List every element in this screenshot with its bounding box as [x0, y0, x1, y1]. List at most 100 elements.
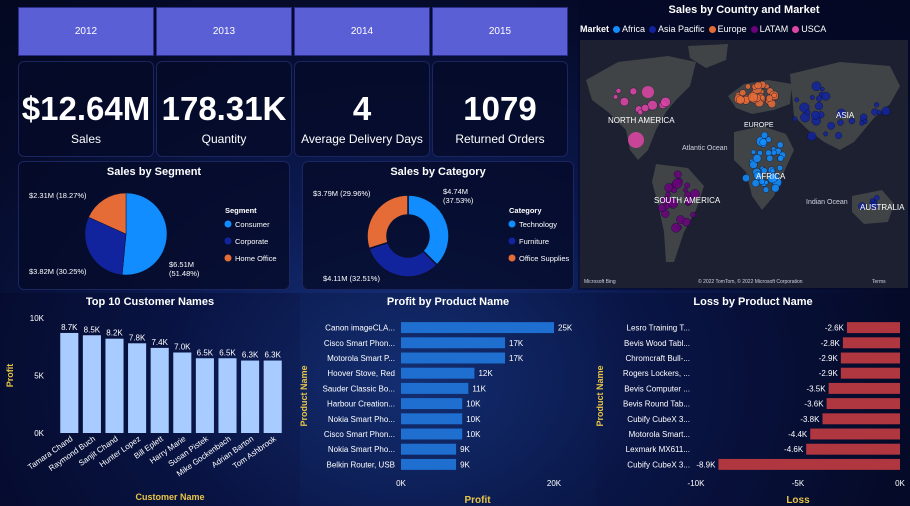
- bar[interactable]: [718, 458, 900, 470]
- map-bubble[interactable]: [684, 182, 691, 189]
- map-bubble[interactable]: [876, 109, 882, 115]
- map-bubble[interactable]: [637, 109, 643, 116]
- map-legend-item-asia-pacific[interactable]: Asia Pacific: [649, 24, 705, 34]
- map-bubble[interactable]: [814, 102, 823, 111]
- map-bubble[interactable]: [771, 184, 780, 193]
- map-bubble[interactable]: [873, 194, 880, 201]
- map-bubble[interactable]: [776, 141, 784, 149]
- bar[interactable]: [842, 337, 900, 349]
- map-bubble[interactable]: [690, 189, 700, 199]
- bar[interactable]: [840, 367, 900, 379]
- map-bubble[interactable]: [754, 81, 762, 90]
- bar[interactable]: [401, 367, 475, 379]
- map-bubble[interactable]: [777, 155, 784, 162]
- map-bubble[interactable]: [750, 149, 756, 155]
- map-bubble[interactable]: [628, 132, 644, 148]
- map-bubble[interactable]: [739, 89, 747, 97]
- map-bubble[interactable]: [858, 202, 866, 210]
- legend-item-corporate[interactable]: Corporate: [235, 237, 268, 246]
- bar[interactable]: [822, 413, 900, 425]
- year-filter-2014[interactable]: 2014: [294, 7, 430, 56]
- slice-technology[interactable]: [407, 194, 450, 267]
- bar[interactable]: [173, 352, 192, 434]
- bar[interactable]: [401, 413, 463, 425]
- map-bubble[interactable]: [760, 131, 768, 139]
- map-bubble[interactable]: [766, 154, 774, 162]
- year-filter-2013[interactable]: 2013: [156, 7, 292, 56]
- legend-item-office-supplies[interactable]: Office Supplies: [519, 254, 570, 263]
- world-map[interactable]: NORTH AMERICA SOUTH AMERICA EUROPE AFRIC…: [578, 0, 910, 290]
- map-bubble[interactable]: [794, 97, 800, 103]
- map-bubble[interactable]: [642, 86, 654, 98]
- map-bubble[interactable]: [848, 117, 856, 125]
- slice-home-office[interactable]: [88, 192, 127, 235]
- bar[interactable]: [826, 398, 900, 410]
- bar[interactable]: [401, 398, 463, 410]
- map-bubble[interactable]: [752, 154, 762, 163]
- map-bubble[interactable]: [874, 102, 880, 108]
- bar[interactable]: [60, 332, 79, 433]
- map-bubble[interactable]: [859, 120, 865, 126]
- map-bubble[interactable]: [810, 110, 820, 120]
- bar[interactable]: [828, 382, 900, 394]
- map-bubble[interactable]: [667, 197, 677, 207]
- bar[interactable]: [105, 338, 124, 433]
- map-bubble[interactable]: [827, 122, 835, 130]
- map-bubble[interactable]: [837, 119, 844, 126]
- map-bubble[interactable]: [749, 160, 758, 169]
- year-filter-2015[interactable]: 2015: [432, 7, 568, 56]
- map-bubble[interactable]: [751, 179, 760, 188]
- map-bubble[interactable]: [641, 104, 650, 112]
- map-bubble[interactable]: [647, 100, 658, 111]
- map-bubble[interactable]: [823, 131, 829, 137]
- year-filter-2012[interactable]: 2012: [18, 7, 154, 56]
- bar[interactable]: [195, 358, 214, 433]
- map-bubble[interactable]: [690, 211, 697, 218]
- map-bubble[interactable]: [870, 202, 878, 210]
- legend-item-home-office[interactable]: Home Office: [235, 254, 277, 263]
- map-bubble[interactable]: [671, 187, 678, 194]
- bar[interactable]: [218, 358, 237, 433]
- map-bubble[interactable]: [657, 204, 666, 213]
- map-bubble[interactable]: [792, 116, 798, 122]
- map-bubble[interactable]: [807, 131, 817, 141]
- legend-item-technology[interactable]: Technology: [519, 220, 557, 229]
- bar[interactable]: [241, 360, 260, 433]
- map-bubble[interactable]: [683, 187, 688, 193]
- map-bubble[interactable]: [770, 149, 777, 156]
- bar[interactable]: [401, 337, 506, 349]
- legend-item-consumer[interactable]: Consumer: [235, 220, 270, 229]
- bar[interactable]: [806, 443, 900, 455]
- map-terms[interactable]: Terms: [872, 279, 886, 285]
- map-bubble[interactable]: [804, 109, 811, 116]
- bar[interactable]: [810, 428, 900, 440]
- bar[interactable]: [401, 352, 506, 364]
- bar[interactable]: [401, 443, 457, 455]
- map-legend-item-latam[interactable]: LATAM: [750, 24, 788, 34]
- bar[interactable]: [128, 343, 147, 433]
- map-bubble[interactable]: [809, 95, 815, 100]
- map-bubble[interactable]: [816, 95, 823, 102]
- map-bubble[interactable]: [881, 106, 891, 116]
- map-bubble[interactable]: [765, 94, 774, 102]
- map-legend-item-europe[interactable]: Europe: [708, 24, 747, 34]
- map-bubble[interactable]: [619, 97, 629, 107]
- bar[interactable]: [82, 335, 101, 433]
- map-bubble[interactable]: [629, 87, 638, 96]
- map-bubble[interactable]: [870, 198, 875, 203]
- map-legend-item-africa[interactable]: Africa: [613, 24, 645, 34]
- map-bubble[interactable]: [760, 167, 768, 175]
- bar[interactable]: [401, 382, 469, 394]
- slice-consumer[interactable]: [121, 192, 168, 276]
- map-bubble[interactable]: [836, 108, 847, 119]
- map-bubble[interactable]: [771, 92, 777, 99]
- slice-corporate[interactable]: [84, 216, 127, 276]
- map-bubble[interactable]: [672, 178, 683, 189]
- map-bubble[interactable]: [613, 94, 619, 100]
- map-bubble[interactable]: [821, 91, 831, 101]
- map-bubble[interactable]: [745, 83, 751, 90]
- map-bubble[interactable]: [811, 81, 822, 91]
- bar[interactable]: [150, 347, 169, 433]
- legend-item-furniture[interactable]: Furniture: [519, 237, 549, 246]
- map-bubble[interactable]: [835, 131, 843, 139]
